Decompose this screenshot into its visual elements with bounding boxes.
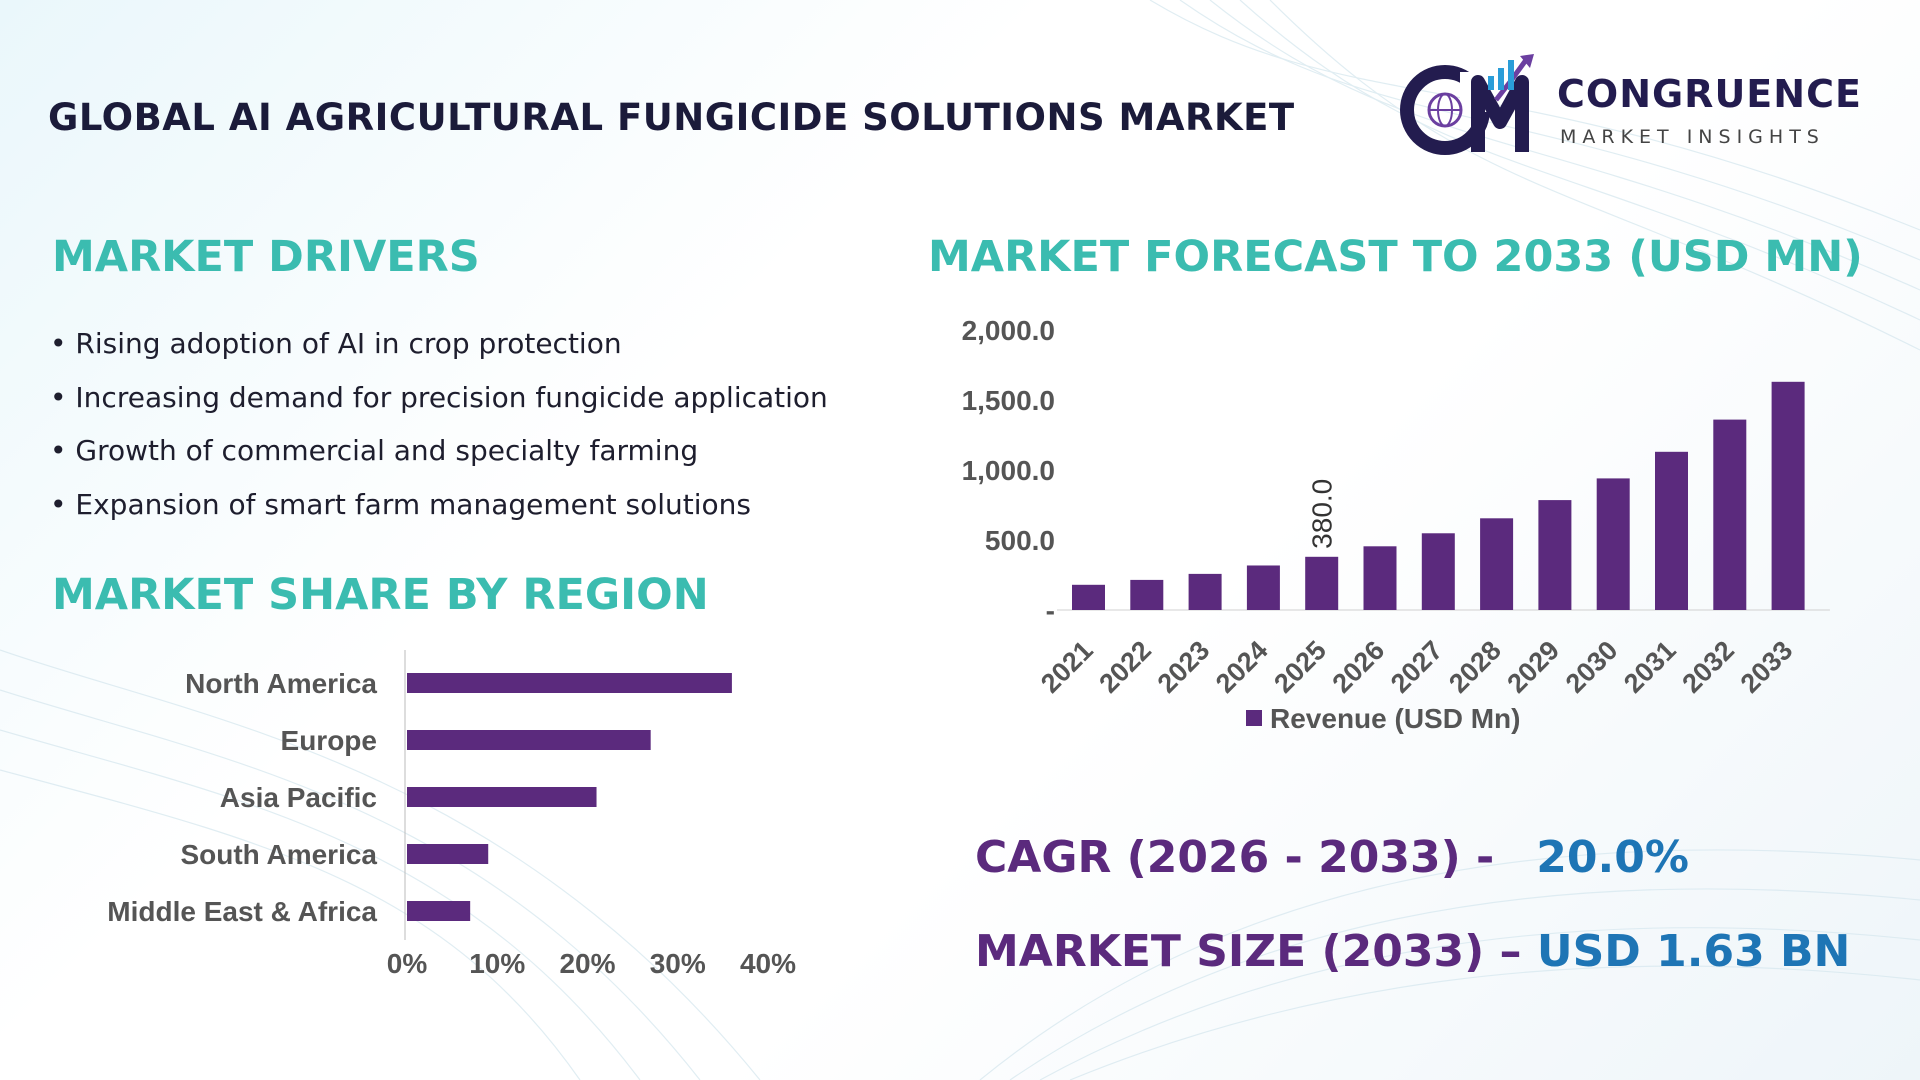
- region-label: North America: [185, 668, 377, 699]
- y-tick-label: 1,000.0: [962, 455, 1055, 486]
- market-size-value: USD 1.63 BN: [1536, 926, 1851, 977]
- forecast-bar: [1188, 573, 1222, 610]
- x-tick-label: 2031: [1618, 635, 1682, 699]
- legend-swatch: [1246, 710, 1262, 726]
- region-bar: [407, 844, 489, 864]
- logo-subtitle: MARKET INSIGHTS: [1560, 126, 1825, 148]
- driver-item: Growth of commercial and specialty farmi…: [50, 429, 828, 483]
- company-logo: CONGRUENCE MARKET INSIGHTS: [1400, 52, 1870, 162]
- forecast-bar: [1771, 381, 1805, 610]
- region-label: South America: [180, 839, 377, 870]
- x-tick-label: 10%: [469, 948, 525, 979]
- forecast-bar: [1305, 556, 1339, 610]
- x-tick-label: 0%: [387, 948, 428, 979]
- region-bar: [407, 901, 471, 921]
- x-tick-label: 2026: [1327, 635, 1391, 699]
- x-tick-label: 40%: [740, 948, 796, 979]
- x-tick-label: 2027: [1385, 635, 1449, 699]
- x-tick-label: 2024: [1210, 635, 1274, 699]
- region-label: Middle East & Africa: [107, 896, 377, 927]
- forecast-chart: -500.01,000.01,500.02,000.02021202220232…: [962, 315, 1830, 734]
- cagr-stat: CAGR (2026 - 2033) - 20.0%: [975, 832, 1689, 883]
- x-tick-label: 2030: [1560, 635, 1624, 699]
- forecast-bar: [1246, 565, 1280, 610]
- market-size-label: MARKET SIZE (2033) –: [975, 926, 1522, 977]
- x-tick-label: 2021: [1035, 635, 1099, 699]
- x-tick-label: 2023: [1152, 635, 1216, 699]
- driver-item: Rising adoption of AI in crop protection: [50, 322, 828, 376]
- logo-name: CONGRUENCE: [1557, 72, 1862, 116]
- cm-logo-mark: [1400, 54, 1534, 155]
- data-label: 380.0: [1307, 479, 1338, 549]
- driver-item: Expansion of smart farm management solut…: [50, 483, 828, 537]
- x-tick-label: 2033: [1735, 635, 1799, 699]
- drivers-heading: MARKET DRIVERS: [52, 232, 480, 282]
- forecast-bar: [1538, 500, 1572, 610]
- y-tick-label: 2,000.0: [962, 315, 1055, 346]
- cagr-value: 20.0%: [1536, 832, 1689, 883]
- forecast-bar: [1596, 478, 1630, 610]
- x-tick-label: 20%: [559, 948, 615, 979]
- x-tick-label: 2029: [1501, 635, 1565, 699]
- legend-label: Revenue (USD Mn): [1270, 703, 1520, 734]
- region-label: Europe: [281, 725, 377, 756]
- region-bar: [407, 787, 597, 807]
- x-tick-label: 30%: [650, 948, 706, 979]
- x-tick-label: 2032: [1676, 635, 1740, 699]
- forecast-bar: [1130, 579, 1164, 610]
- y-tick-label: -: [1046, 595, 1055, 626]
- y-tick-label: 500.0: [985, 525, 1055, 556]
- page-title: GLOBAL AI AGRICULTURAL FUNGICIDE SOLUTIO…: [48, 96, 1295, 139]
- region-heading: MARKET SHARE BY REGION: [52, 570, 709, 620]
- forecast-bar: [1072, 584, 1105, 610]
- drivers-list: Rising adoption of AI in crop protection…: [50, 322, 828, 537]
- driver-item: Increasing demand for precision fungicid…: [50, 376, 827, 430]
- cagr-label: CAGR (2026 - 2033) -: [975, 832, 1495, 883]
- forecast-bar: [1713, 419, 1747, 610]
- market-size-stat: MARKET SIZE (2033) – USD 1.63 BN: [975, 926, 1850, 977]
- forecast-heading: MARKET FORECAST TO 2033 (USD MN): [928, 232, 1863, 282]
- forecast-bar: [1655, 451, 1688, 610]
- forecast-bar: [1421, 533, 1455, 610]
- region-label: Asia Pacific: [220, 782, 377, 813]
- region-share-chart: North America Europe Asia Pacific South Ame…: [107, 650, 796, 979]
- y-tick-label: 1,500.0: [962, 385, 1055, 416]
- region-bar: [407, 673, 732, 693]
- x-tick-label: 2028: [1443, 635, 1507, 699]
- x-tick-label: 2022: [1093, 635, 1157, 699]
- region-bar: [407, 730, 651, 750]
- forecast-bar: [1363, 546, 1397, 610]
- x-tick-label: 2025: [1268, 635, 1332, 699]
- forecast-bar: [1480, 518, 1514, 610]
